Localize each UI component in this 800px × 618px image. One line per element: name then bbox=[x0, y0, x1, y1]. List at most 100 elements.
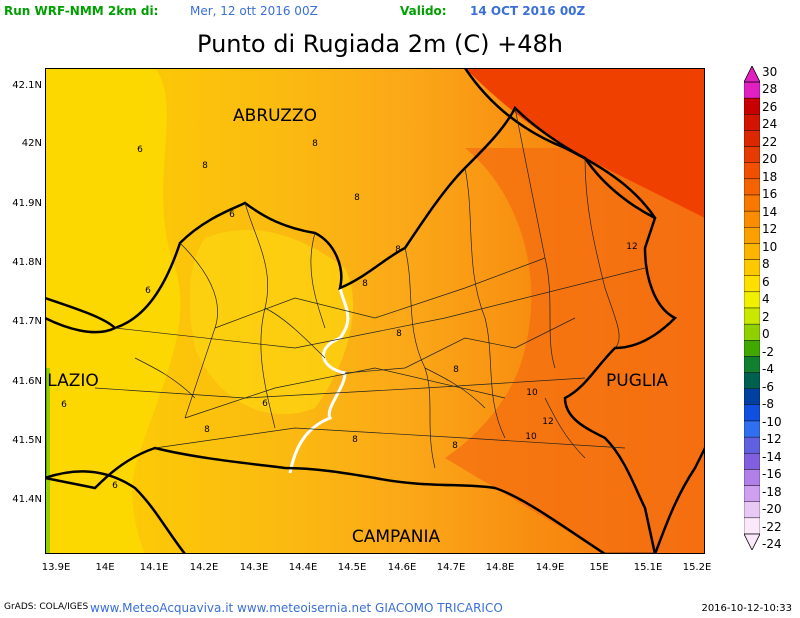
colorbar-label: 14 bbox=[762, 204, 778, 219]
dewpoint-zone-7 bbox=[189, 229, 354, 415]
colorbar-label: 26 bbox=[762, 99, 778, 114]
footer-timestamp: 2016-10-12-10:33 bbox=[701, 603, 792, 614]
colorbar-swatch bbox=[744, 372, 760, 389]
contour-label: 10 bbox=[525, 432, 537, 442]
x-tick: 14E bbox=[95, 562, 115, 573]
x-tick: 14.6E bbox=[387, 562, 417, 573]
contour-label: 6 bbox=[61, 400, 67, 410]
contour-label: 8 bbox=[452, 441, 458, 451]
colorbar-swatch bbox=[744, 130, 760, 147]
colorbar bbox=[744, 66, 760, 550]
contour-label: 8 bbox=[396, 329, 402, 339]
contour-label: 8 bbox=[352, 435, 358, 445]
colorbar-label: -6 bbox=[762, 379, 774, 394]
x-tick: 14.5E bbox=[337, 562, 367, 573]
y-tick: 41.8N bbox=[12, 257, 42, 268]
colorbar-top-arrow bbox=[744, 66, 760, 83]
x-tick: 14.4E bbox=[288, 562, 318, 573]
contour-label: 6 bbox=[262, 399, 268, 409]
colorbar-swatch bbox=[744, 436, 760, 454]
colorbar-swatch bbox=[744, 227, 760, 244]
coast-strip bbox=[45, 368, 50, 554]
region-border-lazio bbox=[45, 470, 186, 554]
contour-label: 8 bbox=[453, 365, 459, 375]
y-tick: 41.6N bbox=[12, 376, 42, 387]
colorbar-swatch bbox=[744, 485, 760, 502]
colorbar-swatch bbox=[744, 404, 760, 422]
colorbar-label: 4 bbox=[762, 292, 770, 307]
x-tick: 14.2E bbox=[189, 562, 219, 573]
colorbar-label: -16 bbox=[762, 467, 782, 482]
colorbar-swatch bbox=[744, 323, 760, 341]
colorbar-swatch bbox=[744, 114, 760, 131]
colorbar-label: -18 bbox=[762, 484, 782, 499]
colorbar-swatch bbox=[744, 259, 760, 276]
y-tick: 41.5N bbox=[12, 435, 42, 446]
colorbar-swatch bbox=[744, 356, 760, 373]
colorbar-label: -22 bbox=[762, 519, 782, 534]
region-label-puglia: PUGLIA bbox=[606, 371, 668, 391]
dewpoint-zone-14 bbox=[465, 68, 705, 218]
region-label-abruzzo: ABRUZZO bbox=[233, 106, 317, 126]
contour-label: 12 bbox=[626, 242, 637, 252]
colorbar-swatch bbox=[744, 194, 760, 212]
contour-label: 12 bbox=[542, 417, 553, 427]
x-tick: 14.7E bbox=[436, 562, 466, 573]
region-label-lazio: LAZIO bbox=[47, 371, 99, 391]
colorbar-label: 30 bbox=[762, 65, 778, 79]
map-frame bbox=[45, 68, 705, 554]
run-label: Run WRF-NMM 2km di: bbox=[4, 4, 159, 18]
contour-label: 8 bbox=[312, 139, 318, 149]
x-tick: 14.3E bbox=[239, 562, 269, 573]
y-tick: 41.4N bbox=[12, 494, 42, 505]
colorbar-swatch bbox=[744, 243, 760, 260]
contour-label: 8 bbox=[204, 425, 210, 435]
colorbar-swatch bbox=[744, 453, 760, 470]
colorbar-label: 28 bbox=[762, 82, 778, 97]
x-tick: 14.9E bbox=[535, 562, 565, 573]
colorbar-label: 0 bbox=[762, 327, 770, 342]
colorbar-label: 2 bbox=[762, 309, 770, 324]
x-tick: 15E bbox=[589, 562, 609, 573]
y-tick: 41.7N bbox=[12, 316, 42, 327]
contour-label: 8 bbox=[362, 279, 368, 289]
region-label-campania: CAMPANIA bbox=[352, 527, 441, 547]
colorbar-label: -10 bbox=[762, 414, 782, 429]
colorbar-label: 6 bbox=[762, 274, 770, 289]
colorbar-label: 12 bbox=[762, 222, 778, 237]
valid-label: Valido: bbox=[400, 4, 447, 18]
colorbar-swatch bbox=[744, 291, 760, 309]
footer-sites: www.MeteoAcquaviva.it www.meteoisernia.n… bbox=[90, 601, 503, 615]
colorbar-label: 20 bbox=[762, 152, 778, 167]
colorbar-swatch bbox=[744, 420, 760, 438]
colorbar-swatch bbox=[744, 146, 760, 163]
colorbar-swatch bbox=[744, 517, 760, 535]
y-tick: 41.9N bbox=[12, 198, 42, 209]
contour-label: 6 bbox=[229, 210, 235, 220]
colorbar-label: 22 bbox=[762, 134, 778, 149]
contour-labels: 6 8 8 6 8 8 8 8 6 8 6 8 8 10 12 10 12 6 … bbox=[61, 139, 638, 491]
colorbar-label: -12 bbox=[762, 432, 782, 447]
colorbar-swatch bbox=[744, 340, 760, 357]
colorbar-swatch bbox=[744, 388, 760, 406]
colorbar-swatch bbox=[744, 178, 760, 196]
colorbar-label: -4 bbox=[762, 362, 774, 377]
colorbar-swatch bbox=[744, 81, 760, 99]
run-date: Mer, 12 ott 2016 00Z bbox=[190, 4, 318, 18]
contour-label: 8 bbox=[395, 245, 401, 255]
colorbar-label: -14 bbox=[762, 449, 782, 464]
dewpoint-zone-10 bbox=[445, 148, 705, 554]
contour-label: 6 bbox=[145, 286, 151, 296]
colorbar-label: -2 bbox=[762, 344, 774, 359]
colorbar-label: 18 bbox=[762, 169, 778, 184]
colorbar-swatch bbox=[744, 275, 760, 293]
valid-date: 14 OCT 2016 00Z bbox=[470, 4, 586, 18]
contour-label: 10 bbox=[526, 388, 538, 398]
colorbar-label: -24 bbox=[762, 537, 782, 551]
colorbar-bottom-arrow bbox=[744, 533, 760, 550]
colorbar-label: 24 bbox=[762, 117, 778, 132]
municipal-borders bbox=[94, 107, 646, 469]
y-tick: 42.1N bbox=[12, 80, 42, 91]
map-title: Punto di Rugiada 2m (C) +48h bbox=[197, 30, 563, 58]
colorbar-swatch bbox=[744, 307, 760, 325]
